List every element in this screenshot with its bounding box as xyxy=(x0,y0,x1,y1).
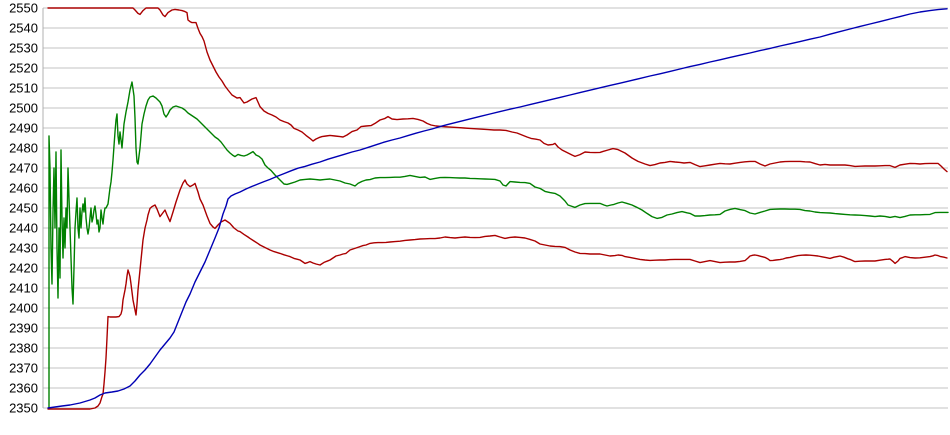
gridlines xyxy=(43,7,948,409)
y-axis-tick-label: 2410 xyxy=(9,281,38,296)
y-axis-tick-label: 2550 xyxy=(9,1,38,16)
y-axis-tick-label: 2400 xyxy=(9,301,38,316)
y-axis-tick-label: 2350 xyxy=(9,401,38,416)
y-axis-tick-label: 2490 xyxy=(9,121,38,136)
y-axis-tick-label: 2510 xyxy=(9,81,38,96)
y-axis-tick-label: 2440 xyxy=(9,221,38,236)
series-blue-rising-line xyxy=(47,8,948,409)
data-series xyxy=(47,7,949,410)
y-axis-tick-label: 2480 xyxy=(9,141,38,156)
y-axis-tick-label: 2430 xyxy=(9,241,38,256)
series-upper-red-band-line xyxy=(47,7,948,173)
series-lower-red-band-line xyxy=(47,179,948,410)
y-axis-tick-label: 2540 xyxy=(9,21,38,36)
y-axis-tick-label: 2420 xyxy=(9,261,38,276)
y-axis-tick-label: 2450 xyxy=(9,201,38,216)
series-green-mid-line xyxy=(48,81,949,409)
y-axis-tick-label: 2530 xyxy=(9,41,38,56)
y-axis-tick-label: 2360 xyxy=(9,381,38,396)
y-axis-tick-label: 2380 xyxy=(9,341,38,356)
y-axis-tick-label: 2460 xyxy=(9,181,38,196)
y-axis-tick-label: 2520 xyxy=(9,61,38,76)
y-axis-labels: 2550 2540 2530 2520 2510 2500 2490 2480 2470 2460… xyxy=(9,1,38,416)
y-axis-tick-label: 2500 xyxy=(9,101,38,116)
y-axis-tick-label: 2370 xyxy=(9,361,38,376)
y-axis-tick-label: 2470 xyxy=(9,161,38,176)
y-axis-tick-label: 2390 xyxy=(9,321,38,336)
